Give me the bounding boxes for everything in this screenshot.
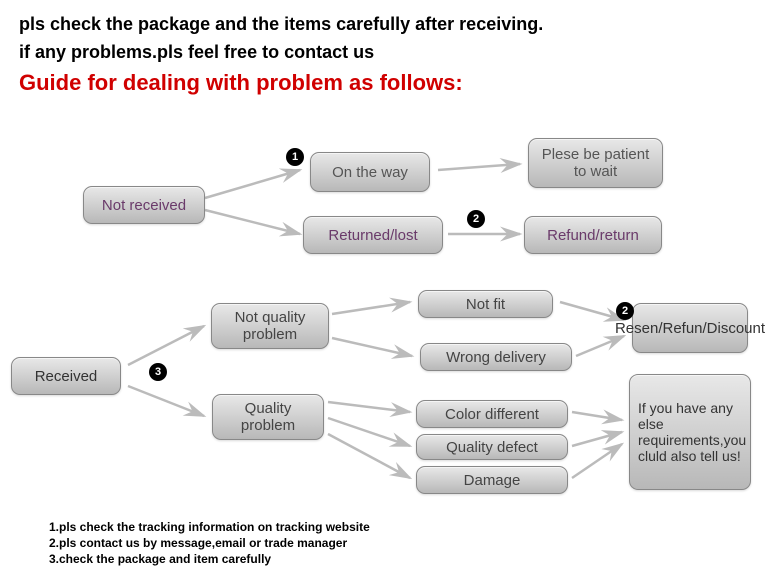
- footnote-3: 3.check the package and item carefully: [49, 552, 271, 566]
- footnote-2: 2.pls contact us by message,email or tra…: [49, 536, 347, 550]
- node-please-wait: Plese be patient to wait: [528, 138, 663, 188]
- header-line-2: if any problems.pls feel free to contact…: [19, 42, 374, 63]
- header-line-1: pls check the package and the items care…: [19, 14, 543, 35]
- node-not-received: Not received: [83, 186, 205, 224]
- node-resend-refund: Resen/Refun/Discount: [632, 303, 748, 353]
- badge-b4: 2: [616, 302, 634, 320]
- node-color-diff: Color different: [416, 400, 568, 428]
- node-wrong-delivery: Wrong delivery: [420, 343, 572, 371]
- node-returned-lost: Returned/lost: [303, 216, 443, 254]
- node-quality-defect: Quality defect: [416, 434, 568, 460]
- node-not-quality: Not quality problem: [211, 303, 329, 349]
- node-not-fit: Not fit: [418, 290, 553, 318]
- badge-b3: 3: [149, 363, 167, 381]
- node-on-the-way: On the way: [310, 152, 430, 192]
- guide-title: Guide for dealing with problem as follow…: [19, 70, 463, 96]
- node-refund-return: Refund/return: [524, 216, 662, 254]
- badge-b2: 2: [467, 210, 485, 228]
- node-quality: Quality problem: [212, 394, 324, 440]
- node-requirements: If you have any else requirements,you cl…: [629, 374, 751, 490]
- node-damage: Damage: [416, 466, 568, 494]
- badge-b1: 1: [286, 148, 304, 166]
- footnote-1: 1.pls check the tracking information on …: [49, 520, 370, 534]
- node-received: Received: [11, 357, 121, 395]
